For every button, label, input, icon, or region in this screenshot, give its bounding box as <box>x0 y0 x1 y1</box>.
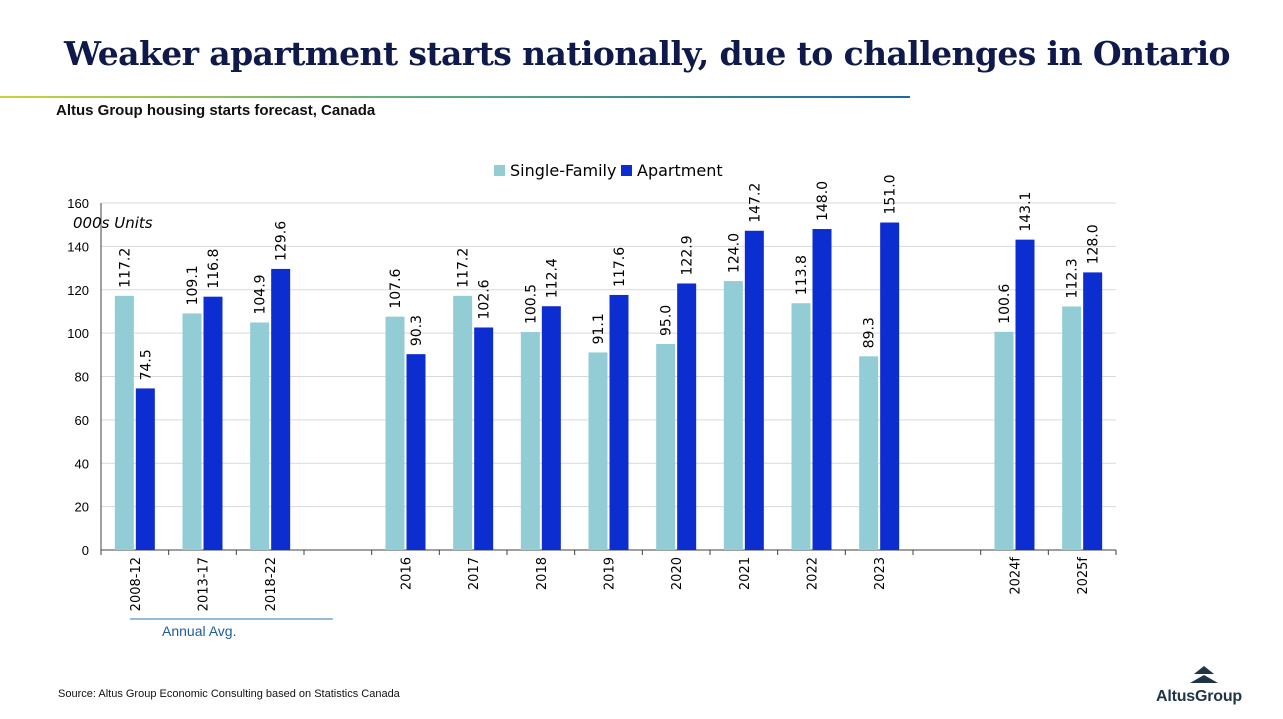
legend-single-family-label: Single-Family <box>510 161 616 180</box>
x-tick-label: 2021 <box>738 557 753 590</box>
single-family-bar <box>453 295 473 550</box>
apartment-bar <box>474 327 494 550</box>
y-tick-label: 100 <box>67 326 89 341</box>
single-family-bar <box>656 343 676 550</box>
single-family-data-label: 112.3 <box>1065 258 1081 298</box>
single-family-bar <box>1062 306 1082 550</box>
x-tick-label: 2008-12 <box>129 557 144 611</box>
x-tick-label: 2018-22 <box>264 557 279 611</box>
y-tick-label: 20 <box>75 500 89 515</box>
apartment-data-label: 102.6 <box>477 279 493 319</box>
y-tick-label: 60 <box>75 413 89 428</box>
legend-apartment-label: Apartment <box>637 161 723 180</box>
apartment-bar <box>812 229 832 550</box>
y-tick-label: 120 <box>67 283 89 298</box>
single-family-data-label: 100.6 <box>997 284 1013 324</box>
apartment-bar <box>1083 272 1103 550</box>
single-family-bar <box>182 313 202 550</box>
apartment-data-label: 151.0 <box>883 174 899 214</box>
single-family-bar <box>385 316 405 550</box>
altus-logo-mark-icon <box>1190 666 1218 683</box>
apartment-bar <box>880 222 900 551</box>
single-family-bar <box>994 331 1014 550</box>
apartment-data-label: 143.1 <box>1018 192 1034 232</box>
single-family-data-label: 113.8 <box>794 255 810 295</box>
altus-group-logo: AltusGroup <box>1150 662 1260 712</box>
apartment-bar <box>1015 239 1035 551</box>
housing-starts-chart: 0 20 40 60 80 100 120 140 160 000s Units 117.2 74.5… <box>67 161 1117 639</box>
single-family-bar <box>588 352 608 550</box>
apartment-data-label: 90.3 <box>409 315 425 346</box>
apartment-bar <box>271 268 291 550</box>
y-tick-label: 160 <box>67 196 89 211</box>
x-tick-label: 2018 <box>535 557 550 590</box>
single-family-data-label: 89.3 <box>862 317 878 348</box>
x-tick-label: 2022 <box>806 557 821 590</box>
logo-wordmark: AltusGroup <box>1156 688 1242 705</box>
apartment-bar <box>609 294 629 550</box>
slide-title: Weaker apartment starts nationally, due … <box>64 34 1231 73</box>
apartment-data-label: 122.9 <box>680 235 696 275</box>
x-tick-label: 2024f <box>1009 557 1024 595</box>
single-family-bar <box>520 332 540 550</box>
y-tick-label: 0 <box>82 543 89 558</box>
annual-avg-label: Annual Avg. <box>162 623 236 639</box>
apartment-data-label: 116.8 <box>206 249 222 289</box>
single-family-data-label: 117.2 <box>117 248 133 288</box>
legend-apartment-swatch <box>621 165 632 176</box>
apartment-data-label: 148.0 <box>815 181 831 221</box>
single-family-data-label: 124.0 <box>726 233 742 273</box>
x-tick-label: 2017 <box>467 557 482 590</box>
x-tick-label: 2020 <box>670 557 685 590</box>
single-family-data-label: 104.9 <box>253 274 269 314</box>
single-family-bar <box>791 303 811 550</box>
apartment-data-label: 112.4 <box>544 258 560 298</box>
single-family-data-label: 109.1 <box>185 265 201 305</box>
single-family-bar <box>250 322 270 550</box>
apartment-data-label: 147.2 <box>747 183 763 223</box>
apartment-data-label: 74.5 <box>138 349 154 380</box>
apartment-data-label: 117.6 <box>612 247 628 287</box>
apartment-bar <box>135 388 155 550</box>
y-tick-label: 80 <box>75 370 89 385</box>
single-family-data-label: 117.2 <box>456 248 472 288</box>
y-tick-label: 140 <box>67 239 89 254</box>
single-family-data-label: 100.5 <box>523 284 539 324</box>
source-note: Source: Altus Group Economic Consulting … <box>58 688 400 700</box>
y-tick-label: 40 <box>75 456 89 471</box>
chart-subtitle: Altus Group housing starts forecast, Can… <box>56 102 376 119</box>
apartment-bar <box>541 306 561 550</box>
apartment-data-label: 129.6 <box>274 221 290 261</box>
apartment-bar <box>744 230 764 550</box>
single-family-data-label: 91.1 <box>591 313 607 344</box>
single-family-bar <box>859 356 879 550</box>
x-tick-label: 2025f <box>1076 557 1091 595</box>
single-family-data-label: 95.0 <box>659 305 675 336</box>
single-family-bar <box>114 295 134 550</box>
apartment-data-label: 128.0 <box>1086 224 1102 264</box>
x-tick-label: 2016 <box>400 557 415 590</box>
single-family-data-label: 107.6 <box>388 268 404 308</box>
x-tick-label: 2019 <box>603 557 618 590</box>
apartment-bar <box>203 296 223 550</box>
y-axis-label: 000s Units <box>73 214 153 232</box>
x-tick-label: 2023 <box>873 557 888 590</box>
title-divider <box>0 96 910 98</box>
x-tick-label: 2013-17 <box>197 557 212 611</box>
apartment-bar <box>677 283 697 550</box>
single-family-bar <box>723 281 743 550</box>
legend-single-family-swatch <box>494 165 505 176</box>
apartment-bar <box>406 354 426 550</box>
